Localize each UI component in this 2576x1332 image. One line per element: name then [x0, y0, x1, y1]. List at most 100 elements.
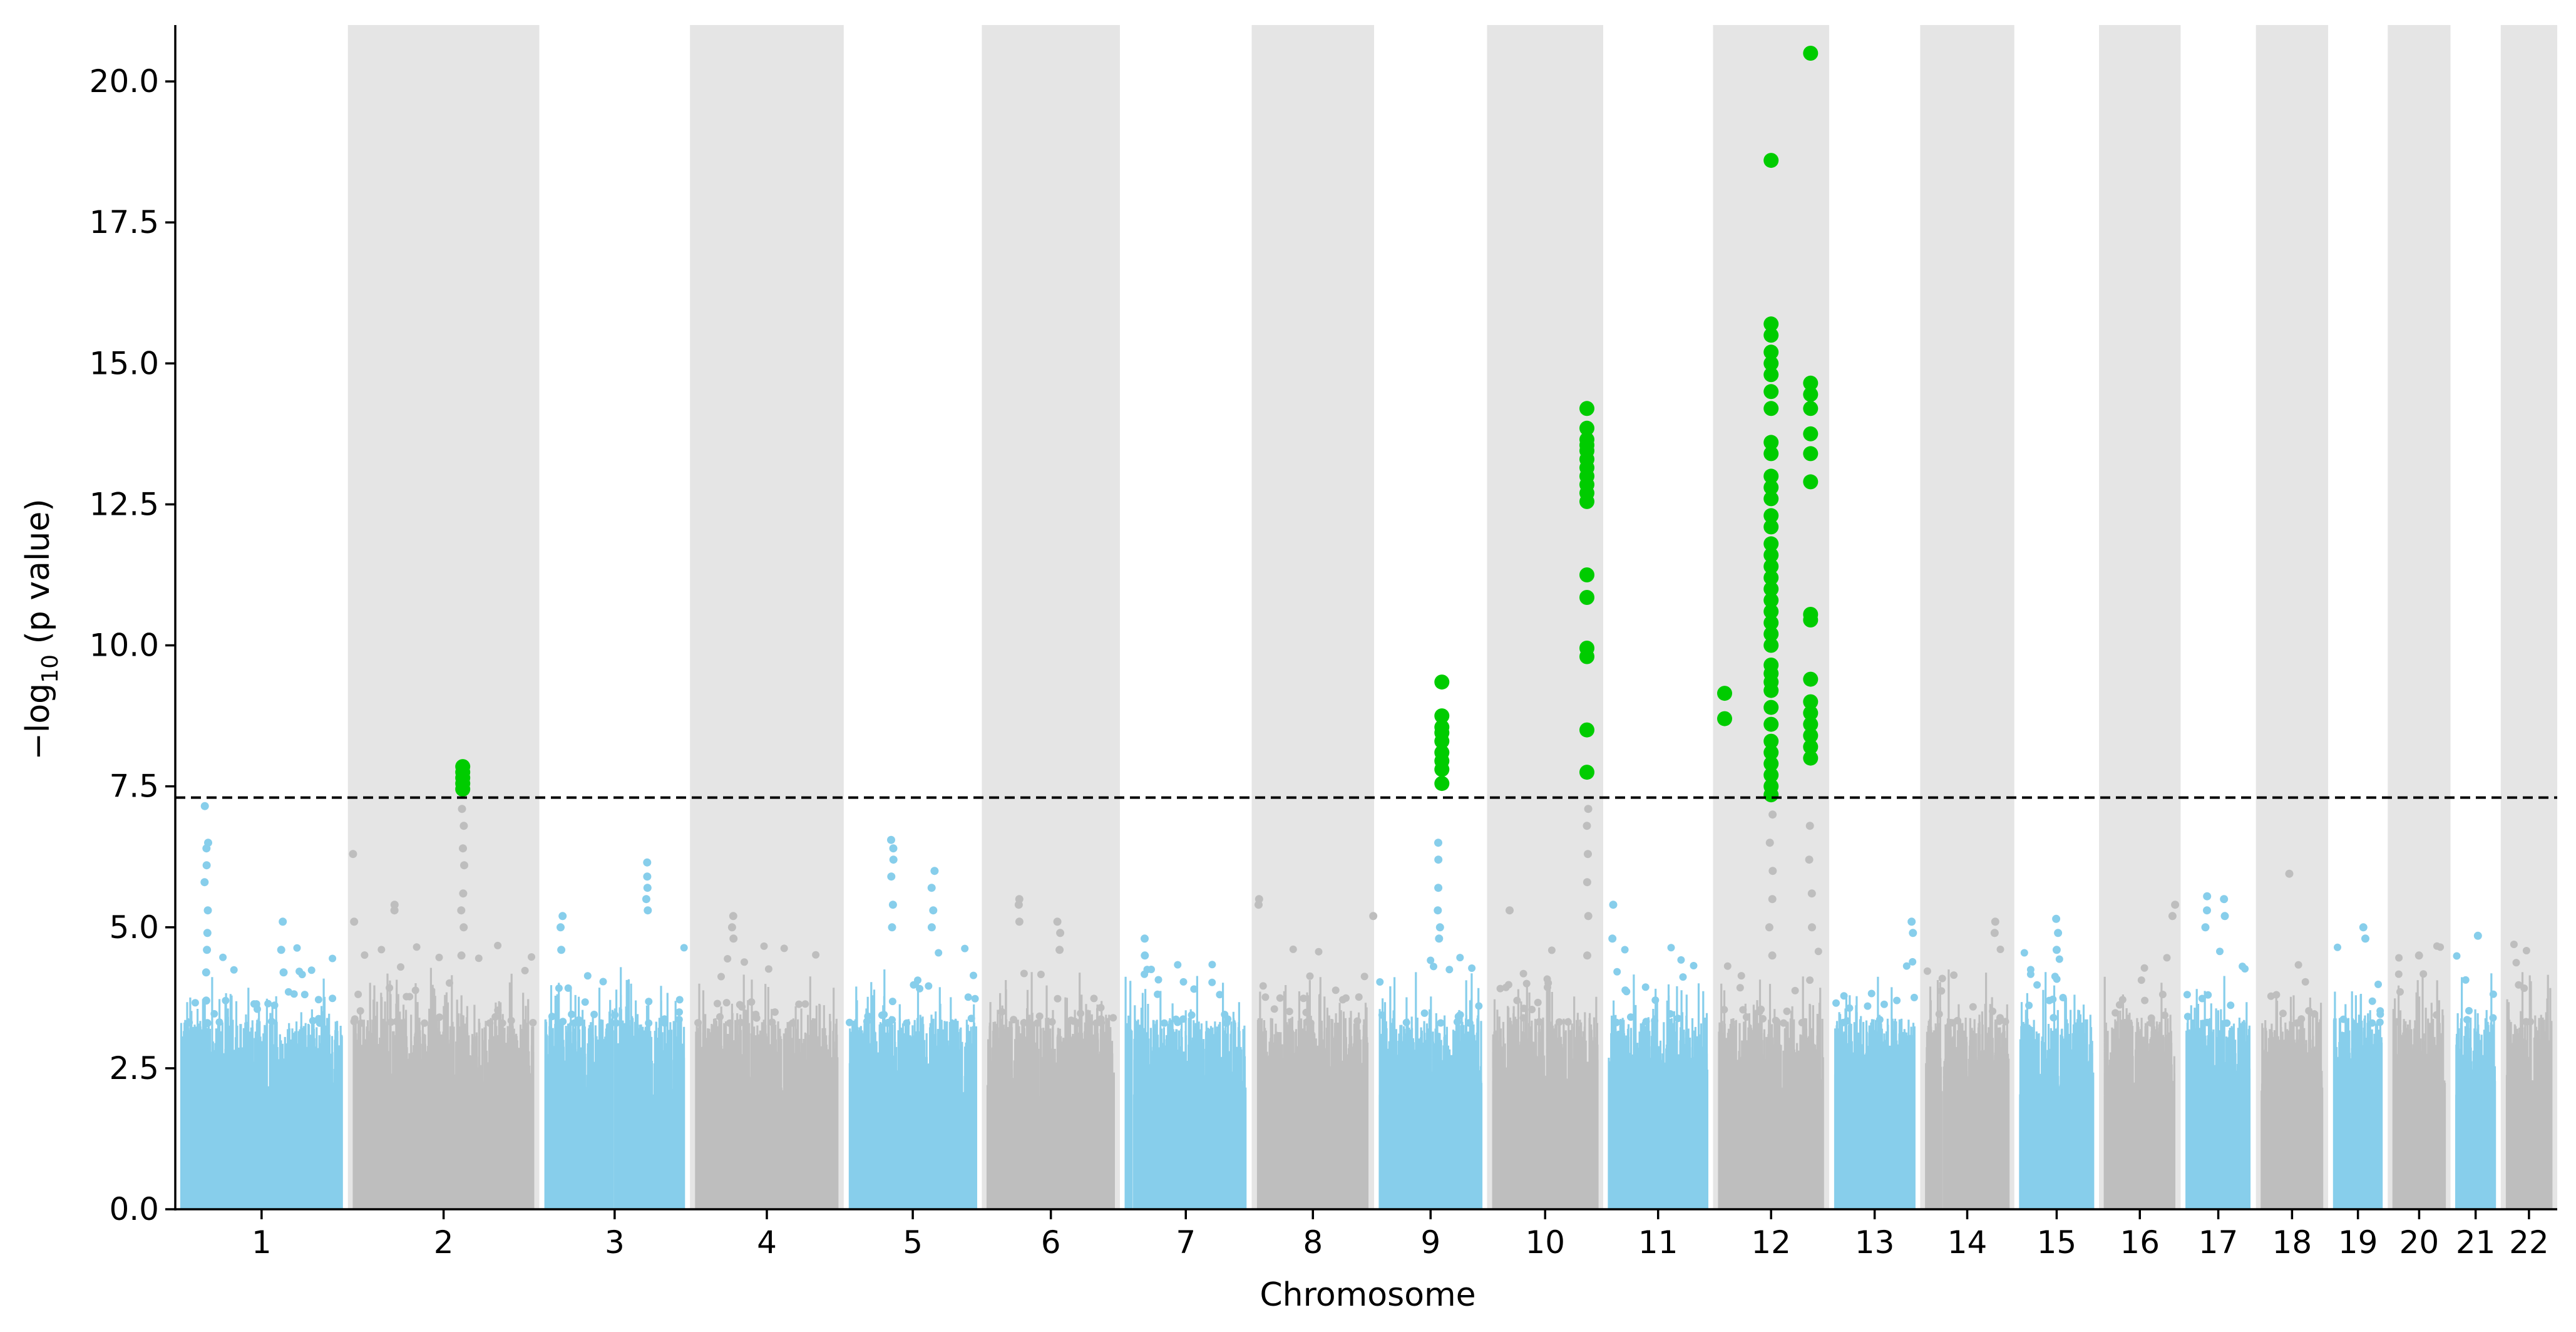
significant-snp-point — [1763, 468, 1779, 484]
snp-point — [967, 1014, 975, 1023]
snp-point — [768, 1018, 776, 1026]
snp-peak-point — [203, 906, 212, 915]
snp-point — [315, 1014, 323, 1023]
snp-point — [1843, 1017, 1851, 1025]
snp-point — [575, 1019, 583, 1027]
snp-point — [1674, 1014, 1682, 1023]
snp-peak-point — [277, 946, 285, 954]
snp-point — [2433, 1011, 2441, 1019]
snp-point — [300, 991, 309, 999]
snp-point — [1270, 1005, 1278, 1013]
y-tick-label: 10.0 — [90, 627, 159, 664]
snp-peak-point — [458, 805, 466, 813]
snp-point — [1666, 1010, 1675, 1018]
snp-peak-point — [643, 872, 652, 881]
snp-peak-point — [2285, 869, 2294, 878]
snp-peak-point — [2171, 901, 2180, 909]
snp-point — [475, 954, 483, 963]
snp-point — [361, 951, 369, 959]
snp-peak-point — [1768, 951, 1777, 960]
snp-peak-point — [200, 878, 209, 887]
snp-point — [1097, 1019, 1106, 1027]
snp-point — [2395, 954, 2403, 962]
snp-peak-point — [457, 951, 466, 960]
snp-cloud-chr3 — [544, 967, 685, 1209]
snp-point — [494, 1006, 502, 1014]
significant-snp-point — [1763, 435, 1779, 450]
significant-snp-point — [455, 759, 471, 775]
snp-point — [1690, 962, 1698, 969]
snp-point — [1723, 962, 1732, 970]
snp-peak-point — [1765, 923, 1773, 932]
snp-point — [507, 1016, 515, 1025]
snp-peak-point — [1434, 906, 1442, 915]
snp-peak-point — [1053, 917, 1062, 926]
significant-snp-point — [1717, 711, 1732, 726]
snp-point — [1074, 1019, 1082, 1027]
snp-peak-point — [1141, 934, 1149, 943]
snp-point — [1360, 973, 1368, 981]
x-tick-label-chr2: 2 — [434, 1224, 454, 1261]
snp-point — [2376, 1018, 2384, 1026]
snp-point — [2059, 994, 2067, 1001]
snp-point — [1109, 1014, 1117, 1022]
snp-point — [789, 1019, 797, 1027]
snp-point — [747, 998, 756, 1006]
snp-point — [764, 965, 772, 973]
snp-point — [354, 990, 362, 998]
snp-point — [2216, 947, 2224, 956]
snp-point — [590, 1010, 598, 1018]
snp-peak-point — [2168, 912, 2177, 921]
snp-point — [1621, 946, 1629, 954]
snp-point — [2520, 984, 2528, 992]
snp-point — [914, 976, 921, 984]
significant-snp-point — [1763, 547, 1779, 563]
snp-point — [1010, 1016, 1018, 1024]
snp-peak-point — [2361, 934, 2369, 943]
snp-peak-point — [1805, 855, 1814, 864]
snp-point — [2279, 1009, 2287, 1018]
snp-point — [1468, 964, 1476, 972]
significant-snp-point — [1763, 367, 1779, 383]
snp-point — [1020, 1019, 1028, 1027]
snp-cloud-chr10 — [1492, 975, 1599, 1209]
significant-snp-point — [1803, 750, 1819, 766]
significant-snp-point — [1763, 356, 1779, 371]
snp-point — [1742, 1013, 1750, 1021]
significant-snp-point — [1763, 658, 1779, 673]
snp-point — [1814, 947, 1822, 956]
significant-snp-point — [1763, 316, 1779, 332]
snp-point — [521, 966, 529, 974]
snp-peak-point — [350, 917, 359, 926]
snp-point — [559, 1018, 567, 1026]
snp-peak-point — [1907, 917, 1916, 926]
snp-peak-point — [2052, 914, 2061, 923]
snp-peak-point — [1609, 901, 1618, 909]
snp-point — [2374, 980, 2382, 988]
snp-point — [436, 1013, 443, 1021]
snp-peak-point — [557, 946, 566, 954]
significant-snp-point — [1803, 694, 1819, 710]
snp-point — [1739, 1006, 1747, 1014]
snp-point — [2033, 981, 2041, 989]
snp-peak-point — [203, 946, 212, 954]
significant-snp-point — [1763, 638, 1779, 653]
snp-point — [752, 1014, 761, 1022]
snp-point — [1938, 974, 1946, 983]
snp-point — [254, 1005, 261, 1013]
significant-snp-point — [1579, 420, 1594, 436]
significant-snp-point — [1803, 716, 1819, 732]
snp-point — [2368, 1019, 2376, 1027]
snp-peak-point — [2052, 946, 2061, 954]
snp-point — [1445, 966, 1454, 974]
snp-point — [491, 1013, 500, 1021]
snp-peak-point — [203, 929, 212, 937]
snp-peak-point — [643, 858, 652, 867]
significant-snp-point — [1763, 536, 1779, 552]
snp-peak-point — [2201, 923, 2210, 932]
snp-point — [741, 958, 748, 966]
snp-point — [2020, 949, 2028, 957]
significant-snp-point — [1803, 426, 1819, 441]
snp-point — [1910, 993, 1918, 1001]
